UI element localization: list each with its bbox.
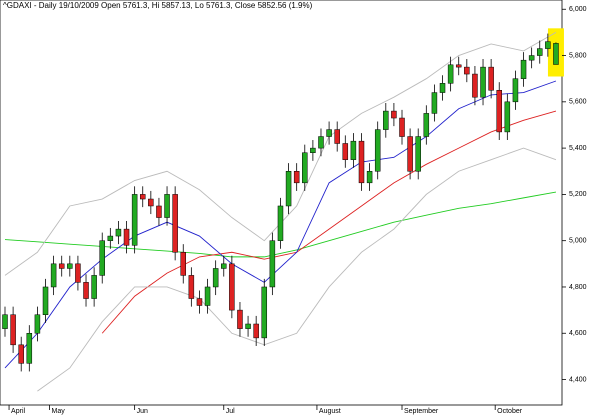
x-tick-label: Jun [137,408,148,415]
chart-title: ^GDAXI - Daily 19/10/2009 Open 5761.3, H… [3,1,313,10]
candle-body [58,263,65,269]
candle-body [107,235,114,241]
candle-body [196,298,203,306]
x-tick-label: August [319,408,341,415]
candle-body [34,314,41,334]
candle-body [293,171,300,184]
candle-body [318,136,324,149]
x-tick-label: Jul [226,408,235,415]
candle-body [253,323,259,339]
candle-body [229,263,235,311]
candle-body [528,55,535,61]
candle-body [504,101,511,133]
candle-body [123,228,130,246]
candle-body [536,48,543,56]
candle-body [399,117,405,137]
y-tick-label: 4,800 [569,284,587,291]
candle-body [415,136,421,172]
candle-body [391,110,397,119]
candle-body [269,240,276,288]
candle-body [99,240,105,276]
candle-body [91,275,97,299]
candle-body [480,66,486,98]
indicator-line [37,147,557,392]
candle-body [139,194,146,200]
candle-body [277,205,284,241]
candle-body [156,205,162,218]
candle-body [237,309,243,329]
candle-body [383,110,389,130]
candle-body [26,333,33,364]
indicator-line [101,110,557,334]
candle-body [212,268,219,288]
candle-body [488,66,494,91]
candle-body [83,282,89,299]
candle-body [512,78,519,103]
candle-body [2,314,8,329]
candle-body [261,286,268,339]
y-tick-label: 5,000 [569,238,587,245]
candle-body [172,194,178,253]
y-tick-label: 5,400 [569,145,587,152]
y-tick-label: 4,600 [569,330,587,337]
candle-body [374,129,381,172]
y-tick-label: 5,800 [569,52,587,59]
x-tick-label: October [497,408,523,415]
candle-body [439,83,446,93]
candle-body [447,64,454,84]
candle-body [180,252,186,276]
candle-body [366,171,373,184]
candle-body [423,113,430,137]
candle-body [115,228,122,237]
candle-body [188,275,195,299]
y-tick-label: 5,600 [569,99,587,106]
x-tick-label: April [11,408,25,415]
candle-body [67,263,73,269]
candle-body [131,194,138,246]
candle-body [310,147,316,153]
candle-body [285,171,292,207]
candle-body [334,129,340,144]
candle-body [326,129,332,137]
y-tick-label: 4,400 [569,376,587,383]
candle-body [221,263,227,269]
indicator-line [4,191,557,258]
candle-body [42,286,49,315]
candle-body [75,263,81,283]
candle-body [245,323,251,329]
candle-body [148,198,154,207]
candle-body [520,59,527,79]
candle-body [204,286,211,306]
candle-body [164,194,170,218]
x-tick-label: May [52,408,66,415]
x-tick-label: September [404,408,439,415]
y-tick-label: 6,000 [569,6,587,13]
y-tick-label: 5,200 [569,191,587,198]
candle-body [18,344,24,364]
candle-body [50,263,57,288]
candle-body [464,66,470,75]
candle-body [10,314,16,346]
candle-body [431,92,438,114]
candle-body [472,73,478,98]
indicator-line [4,80,557,369]
candle-body [358,140,365,184]
candle-body [496,90,502,133]
candle-body [302,152,308,184]
candle-body [342,143,349,160]
candle-body [407,136,413,172]
candle-body [553,43,559,65]
candle-body [545,41,551,49]
candle-body [455,64,462,68]
candle-body [350,140,357,160]
